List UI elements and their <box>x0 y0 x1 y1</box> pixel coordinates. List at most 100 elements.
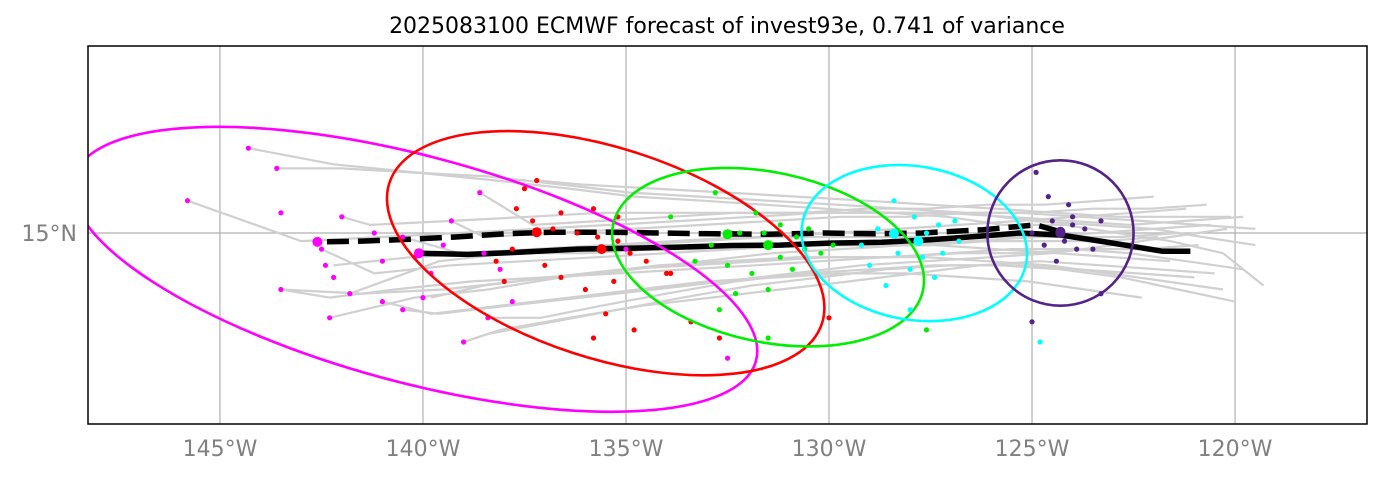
forecast-group <box>385 129 832 377</box>
member-position-point <box>184 198 191 204</box>
member-position-point <box>875 226 881 232</box>
member-position-point <box>550 226 556 232</box>
member-position-point <box>509 246 515 252</box>
member-position-point <box>708 242 714 248</box>
member-position-point <box>513 206 520 212</box>
ensemble-track <box>329 223 1211 319</box>
x-tick-label: 130°W <box>792 437 867 462</box>
member-position-point <box>590 335 597 341</box>
member-position-point <box>1082 226 1088 232</box>
member-position-point <box>777 254 783 260</box>
forecast-group <box>986 158 1135 325</box>
member-position-point <box>542 262 548 268</box>
member-position-point <box>530 218 536 224</box>
member-position-point <box>664 270 670 276</box>
member-position-point <box>777 222 783 228</box>
member-position-point <box>733 291 739 297</box>
member-position-point <box>1029 319 1035 325</box>
member-position-point <box>858 242 865 248</box>
forecast-group <box>88 125 759 414</box>
member-position-point <box>1070 214 1076 220</box>
mean-position-point <box>722 229 733 240</box>
member-position-point <box>627 250 633 256</box>
member-position-point <box>919 254 926 260</box>
member-position-point <box>611 278 617 284</box>
member-position-point <box>712 190 718 196</box>
member-position-point <box>347 291 353 297</box>
mean-position-point <box>413 248 424 259</box>
member-position-point <box>765 335 771 341</box>
member-position-point <box>318 246 325 252</box>
x-tick-label: 135°W <box>589 437 664 462</box>
ensemble-track <box>382 272 1142 315</box>
member-position-point <box>716 307 723 313</box>
mean-position-point <box>312 236 323 247</box>
member-position-point <box>448 218 454 224</box>
member-position-point <box>590 206 597 212</box>
member-position-point <box>400 234 406 240</box>
member-position-point <box>501 278 507 284</box>
mean-tracks <box>317 222 1191 258</box>
member-position-point <box>420 295 426 301</box>
member-position-point <box>716 335 723 341</box>
mean-track-solid <box>418 230 1191 258</box>
member-position-point <box>932 274 938 280</box>
member-position-point <box>509 299 515 305</box>
ensemble-track <box>276 167 1256 247</box>
member-position-point <box>936 222 942 228</box>
member-position-point <box>1066 202 1072 208</box>
member-position-point <box>558 210 564 216</box>
ensemble-track <box>487 264 1236 319</box>
member-position-point <box>1070 222 1076 228</box>
uncertainty-ellipse <box>88 125 759 414</box>
member-position-point <box>274 165 280 171</box>
member-position-point <box>615 238 621 244</box>
member-position-point <box>327 315 333 321</box>
mean-position-point <box>1055 228 1066 238</box>
member-position-point <box>1098 218 1104 224</box>
mean-track-dashed <box>317 222 1062 245</box>
member-position-point <box>534 177 540 184</box>
member-position-point <box>477 190 483 196</box>
plot-frame <box>87 45 1368 425</box>
mean-position-point <box>596 244 607 255</box>
member-position-point <box>1045 194 1051 200</box>
member-position-point <box>278 210 284 216</box>
member-position-point <box>668 214 674 220</box>
ensemble-track <box>187 199 1256 243</box>
member-position-point <box>895 250 901 256</box>
member-position-point <box>440 242 446 248</box>
member-position-point <box>603 311 609 317</box>
member-position-point <box>765 286 771 293</box>
member-position-point <box>1037 339 1043 345</box>
member-position-point <box>724 355 731 361</box>
member-position-point <box>907 266 913 272</box>
member-position-point <box>749 270 755 276</box>
ensemble-track <box>280 256 1224 295</box>
ensemble-track <box>479 191 1154 226</box>
member-position-point <box>1049 218 1055 224</box>
member-position-point <box>481 250 487 256</box>
forecast-groups <box>88 125 1135 414</box>
member-position-point <box>1029 230 1035 236</box>
member-position-point <box>952 218 958 224</box>
plot-area <box>88 125 1265 414</box>
member-position-point <box>668 270 674 276</box>
member-position-point <box>623 246 629 252</box>
member-position-point <box>574 230 580 236</box>
member-position-point <box>371 230 377 236</box>
member-position-point <box>379 258 385 264</box>
member-position-point <box>245 145 251 151</box>
member-position-point <box>461 339 467 345</box>
mean-position-point <box>913 236 924 247</box>
uncertainty-ellipse <box>986 158 1135 307</box>
x-tick-label: 145°W <box>183 437 258 462</box>
x-tick-label: 120°W <box>1198 437 1273 462</box>
x-tick-label: 140°W <box>386 437 461 462</box>
member-position-point <box>1061 238 1068 244</box>
member-position-point <box>582 286 589 293</box>
member-position-point <box>891 198 897 204</box>
member-position-point <box>907 307 913 313</box>
member-position-point <box>493 258 499 264</box>
member-position-point <box>331 274 337 280</box>
